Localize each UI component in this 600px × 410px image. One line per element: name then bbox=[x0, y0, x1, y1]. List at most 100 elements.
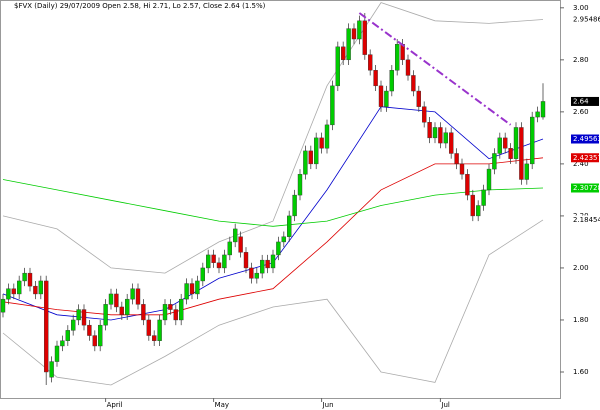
last-value-box bbox=[571, 183, 599, 193]
candle-body bbox=[11, 288, 17, 295]
candle-body bbox=[324, 124, 330, 149]
last-value-label: 2.95486 bbox=[573, 16, 600, 24]
candle-body bbox=[513, 127, 519, 159]
candle-body bbox=[114, 293, 119, 308]
candle-body bbox=[395, 44, 400, 71]
candle-body bbox=[443, 132, 448, 144]
x-tick-label: Jul bbox=[440, 401, 450, 409]
candle-body bbox=[492, 153, 497, 170]
candle-body bbox=[308, 150, 313, 165]
candle-body bbox=[44, 280, 49, 373]
candle-body bbox=[540, 101, 546, 118]
candle-body bbox=[216, 262, 222, 269]
candle-body bbox=[249, 267, 254, 279]
overlay-line bbox=[2, 106, 544, 321]
last-value-box bbox=[571, 15, 599, 25]
candle-body bbox=[222, 254, 227, 269]
x-tick-label: Jun bbox=[322, 401, 334, 409]
candle-body bbox=[87, 324, 92, 336]
candle-body bbox=[189, 283, 195, 295]
candle-body bbox=[519, 127, 524, 180]
overlay-line bbox=[2, 157, 544, 316]
candle-body bbox=[92, 335, 98, 347]
y-tick-label: 2.40 bbox=[573, 160, 589, 168]
candle-body bbox=[33, 285, 38, 295]
candle-body bbox=[38, 280, 43, 295]
candle-body bbox=[449, 132, 454, 154]
candle-body bbox=[427, 122, 432, 139]
candle-body bbox=[357, 20, 362, 40]
candle-body bbox=[81, 309, 87, 326]
last-value-box bbox=[571, 215, 599, 225]
candle-body bbox=[362, 20, 367, 55]
candle-body bbox=[108, 293, 114, 305]
candle-body bbox=[254, 272, 260, 279]
chart-title: $FVX (Daily) 29/07/2009 Open 2.58, Hi 2.… bbox=[14, 2, 266, 10]
candle-body bbox=[6, 288, 11, 300]
candle-body bbox=[27, 272, 33, 287]
last-value-label: 2.64 bbox=[573, 97, 589, 105]
candle-body bbox=[481, 189, 486, 206]
candle-body bbox=[281, 236, 286, 243]
candle-body bbox=[497, 137, 502, 154]
candle-body bbox=[70, 319, 76, 331]
candle-body bbox=[416, 90, 421, 107]
y-tick-label: 2.00 bbox=[573, 264, 589, 272]
candle-body bbox=[454, 153, 459, 165]
candle-body bbox=[411, 75, 416, 92]
candle-body bbox=[260, 259, 265, 274]
y-tick-label: 2.80 bbox=[573, 56, 589, 64]
candle-body bbox=[265, 259, 270, 269]
candle-body bbox=[130, 288, 135, 300]
candle-body bbox=[0, 298, 6, 313]
candle-body bbox=[368, 54, 373, 71]
candle-body bbox=[270, 254, 276, 269]
last-value-box bbox=[571, 96, 599, 106]
candle-body bbox=[330, 85, 335, 126]
candle-body bbox=[76, 309, 81, 321]
y-tick-label: 2.60 bbox=[573, 108, 589, 116]
candle-body bbox=[173, 309, 179, 321]
last-value-label: 2.18454 bbox=[573, 216, 600, 224]
y-tick-label: 3.00 bbox=[573, 4, 589, 12]
x-tick-label: May bbox=[215, 401, 229, 409]
candle-body bbox=[141, 304, 146, 321]
candle-body bbox=[341, 46, 346, 61]
candle-body bbox=[438, 127, 443, 144]
candle-body bbox=[465, 174, 470, 196]
candle-body bbox=[119, 306, 125, 315]
candle-body bbox=[162, 304, 168, 321]
candle-body bbox=[97, 324, 103, 347]
candle-body bbox=[346, 28, 351, 61]
candle-body bbox=[405, 59, 411, 76]
candle-body bbox=[459, 163, 465, 175]
trendline bbox=[358, 12, 512, 126]
candle-body bbox=[195, 280, 200, 295]
candle-body bbox=[135, 288, 141, 305]
overlay-line bbox=[2, 2, 544, 274]
candle-body bbox=[151, 335, 157, 341]
candle-body bbox=[227, 241, 233, 256]
candle-body bbox=[319, 137, 324, 149]
candle-body bbox=[335, 46, 340, 87]
candle-body bbox=[470, 194, 475, 217]
candle-body bbox=[384, 90, 389, 107]
candle-body bbox=[49, 361, 54, 378]
candle-body bbox=[422, 106, 427, 123]
candle-body bbox=[508, 148, 513, 159]
y-tick-label: 1.80 bbox=[573, 316, 589, 324]
candle-body bbox=[184, 283, 189, 300]
overlay-line bbox=[2, 179, 544, 227]
candle-body bbox=[157, 319, 162, 341]
candle-body bbox=[243, 252, 249, 269]
last-value-box bbox=[571, 134, 599, 144]
candle-body bbox=[378, 85, 384, 107]
overlay-line bbox=[2, 219, 544, 386]
candle-body bbox=[351, 28, 357, 40]
candle-body bbox=[476, 205, 481, 217]
candle-body bbox=[373, 70, 378, 87]
y-tick-label: 1.60 bbox=[573, 368, 589, 376]
candle-body bbox=[17, 280, 22, 295]
candle-body bbox=[432, 127, 438, 139]
